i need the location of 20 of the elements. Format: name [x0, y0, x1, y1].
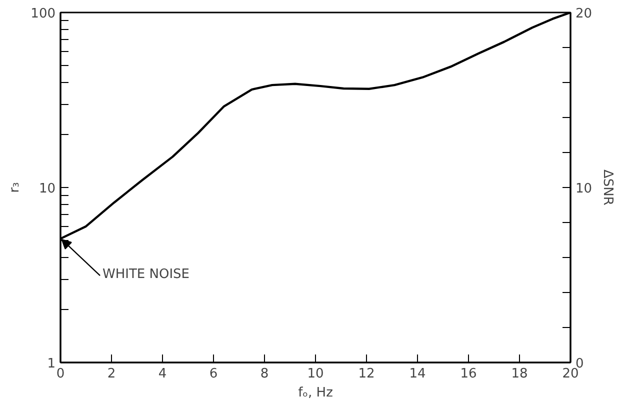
y2-tick-label: 20	[576, 6, 592, 22]
x-tick-label: 18	[511, 366, 528, 382]
x-tick-label: 10	[307, 366, 324, 382]
x-tick-label: 4	[158, 366, 167, 382]
x-tick-label: 14	[409, 366, 426, 382]
y-tick-label: 10	[38, 182, 56, 196]
y2-axis-title: ΔSNR	[600, 170, 616, 206]
x-tick-label: 16	[460, 366, 477, 382]
y2-tick-label: 10	[576, 182, 592, 196]
annotation: WHITE NOISE	[102, 267, 190, 282]
x-axis-title: fₒ, Hz	[298, 386, 334, 400]
x-tick-label: 12	[358, 366, 375, 382]
x-tick-label: 8	[260, 366, 269, 382]
x-tick-label: 6	[209, 366, 218, 382]
x-tick-label: 20	[562, 366, 579, 382]
x-tick-label: 0	[56, 366, 65, 382]
x-tick-label: 2	[107, 366, 116, 382]
y-tick-label: 1	[47, 356, 56, 372]
y-axis-title: r₃	[8, 182, 23, 193]
y-tick-label: 100	[30, 6, 56, 22]
